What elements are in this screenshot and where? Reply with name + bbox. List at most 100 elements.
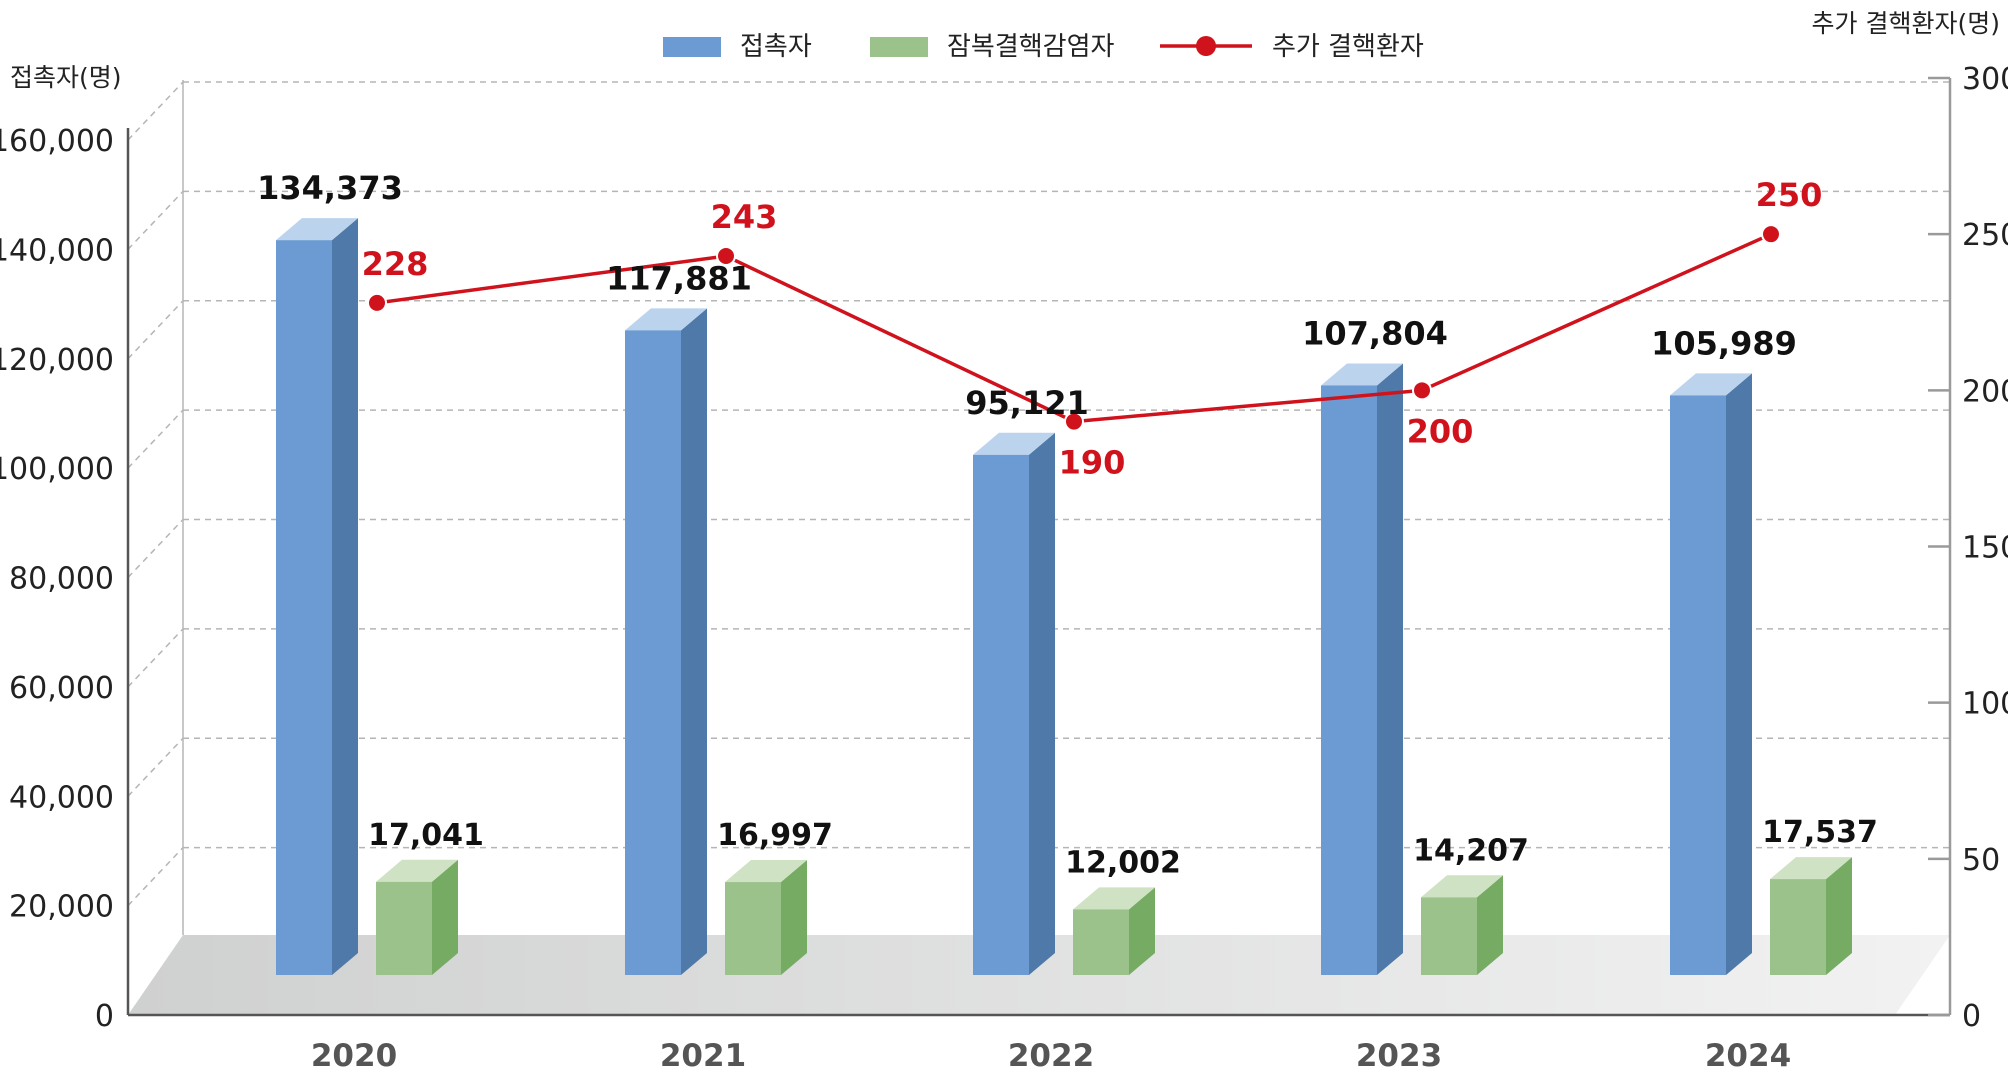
grid-lines bbox=[127, 80, 1950, 935]
bar-latent-front bbox=[725, 882, 781, 975]
left-tick-label: 140,000 bbox=[0, 233, 114, 268]
grid-connector bbox=[127, 518, 184, 579]
bar-contacts-front bbox=[1321, 385, 1377, 975]
left-tick-label: 100,000 bbox=[0, 452, 114, 487]
bar-contacts-front bbox=[973, 454, 1029, 976]
bar-contacts-side bbox=[1029, 432, 1055, 976]
bar-contacts bbox=[276, 218, 358, 976]
bar-contacts-label: 107,804 bbox=[1302, 314, 1448, 352]
x-tick-label: 2020 bbox=[311, 1038, 397, 1074]
bar-contacts-front bbox=[1670, 395, 1726, 975]
line-point bbox=[1761, 224, 1781, 245]
bar-latent-side bbox=[1826, 857, 1852, 975]
grid-connector bbox=[127, 81, 184, 141]
bar-contacts-front bbox=[625, 330, 681, 976]
x-tick-label: 2024 bbox=[1705, 1038, 1791, 1074]
left-tick-label: 0 bbox=[95, 999, 114, 1034]
legend-label-extra-tb: 추가 결핵환자 bbox=[1272, 32, 1424, 62]
bar-contacts-top bbox=[276, 218, 358, 241]
grid-connector bbox=[127, 300, 184, 360]
bar-latent bbox=[1421, 875, 1503, 975]
bar-latent-front bbox=[1073, 909, 1129, 975]
legend-label-latent: 잠복결핵감염자 bbox=[947, 32, 1115, 62]
line-point bbox=[716, 246, 736, 267]
left-tick-label: 40,000 bbox=[9, 780, 114, 815]
left-tick-label: 120,000 bbox=[0, 343, 114, 378]
bar-latent-label: 17,041 bbox=[368, 818, 484, 853]
line-point-label: 200 bbox=[1407, 412, 1474, 450]
left-axis-title: 접촉자(명) bbox=[10, 63, 122, 92]
bar-contacts-side bbox=[1377, 363, 1403, 975]
bar-latent-side bbox=[781, 860, 807, 975]
line-point-label: 190 bbox=[1059, 444, 1126, 482]
grid-connector bbox=[127, 847, 184, 907]
bar-contacts-top bbox=[973, 432, 1055, 455]
right-tick-label: 0 bbox=[1962, 999, 1981, 1034]
bar-latent-label: 14,207 bbox=[1413, 833, 1529, 868]
bars bbox=[276, 218, 1852, 976]
line-series bbox=[367, 224, 1781, 432]
axes: 0 20,000 40,000 60,000 80,000 100,000 120,000 1… bbox=[0, 9, 2008, 1074]
legend: 접촉자 잠복결핵감염자 추가 결핵환자 bbox=[663, 32, 1424, 62]
bar-contacts bbox=[973, 432, 1055, 976]
line-point bbox=[367, 292, 387, 313]
bar-latent-label: 17,537 bbox=[1762, 815, 1878, 850]
bar-contacts-front bbox=[276, 240, 332, 976]
right-tick-label: 150 bbox=[1962, 531, 2008, 566]
bar-latent-front bbox=[1421, 897, 1477, 975]
bar-contacts-top bbox=[1321, 363, 1403, 386]
grid-connector bbox=[127, 628, 184, 688]
grid-connector bbox=[127, 737, 184, 797]
line-point bbox=[1412, 380, 1432, 401]
grid-connector bbox=[127, 190, 184, 250]
bar-latent-top bbox=[725, 860, 807, 883]
bar-latent-top bbox=[1770, 857, 1852, 880]
bar-contacts-label: 95,121 bbox=[965, 384, 1088, 422]
left-tick-label: 60,000 bbox=[9, 671, 114, 706]
x-tick-label: 2021 bbox=[660, 1038, 746, 1074]
bar-latent-label: 12,002 bbox=[1065, 845, 1181, 880]
bar-latent-label: 16,997 bbox=[717, 818, 833, 853]
bar-contacts-side bbox=[332, 218, 358, 976]
bar-latent-side bbox=[1129, 887, 1155, 975]
bar-latent bbox=[725, 860, 807, 975]
bar-contacts-top bbox=[1670, 373, 1752, 396]
bar-latent bbox=[1073, 887, 1155, 975]
right-tick-label: 100 bbox=[1962, 687, 2008, 722]
left-tick-label: 80,000 bbox=[9, 562, 114, 597]
right-tick-label: 50 bbox=[1962, 843, 2000, 878]
line-point-label: 250 bbox=[1756, 176, 1823, 214]
left-tick-label: 20,000 bbox=[9, 890, 114, 925]
bar-contacts-top bbox=[625, 308, 707, 331]
data-labels: 134,373 17,041 117,881 16,997 95,121 12,002 10… bbox=[257, 169, 1878, 880]
bar-latent bbox=[1770, 857, 1852, 975]
bar-latent-front bbox=[1770, 879, 1826, 975]
line-point bbox=[1064, 411, 1084, 432]
bar-latent bbox=[376, 859, 458, 975]
bar-latent-top bbox=[376, 859, 458, 882]
bar-latent-side bbox=[432, 859, 458, 975]
bar-latent-top bbox=[1073, 887, 1155, 910]
bar-latent-front bbox=[376, 881, 432, 975]
legend-swatch-latent bbox=[870, 37, 928, 57]
bar-contacts bbox=[1321, 363, 1403, 975]
bar-contacts-side bbox=[681, 308, 707, 976]
legend-label-contacts: 접촉자 bbox=[740, 32, 812, 62]
bar-contacts-label: 117,881 bbox=[606, 259, 752, 297]
legend-marker-extra-tb bbox=[1196, 36, 1216, 56]
x-tick-label: 2022 bbox=[1008, 1038, 1094, 1074]
line-point-label: 243 bbox=[711, 198, 778, 236]
bar-contacts bbox=[1670, 373, 1752, 975]
grid-connector bbox=[127, 409, 184, 469]
bar-contacts-label: 105,989 bbox=[1651, 324, 1797, 362]
right-tick-label: 200 bbox=[1962, 374, 2008, 409]
bar-latent-side bbox=[1477, 875, 1503, 975]
left-tick-label: 160,000 bbox=[0, 124, 114, 159]
bar-contacts-side bbox=[1726, 373, 1752, 975]
bar-latent-top bbox=[1421, 875, 1503, 898]
legend-swatch-contacts bbox=[663, 37, 721, 57]
x-tick-label: 2023 bbox=[1356, 1038, 1442, 1074]
right-axis-title: 추가 결핵환자(명) bbox=[1812, 9, 2000, 38]
bar-contacts-label: 134,373 bbox=[257, 169, 403, 207]
